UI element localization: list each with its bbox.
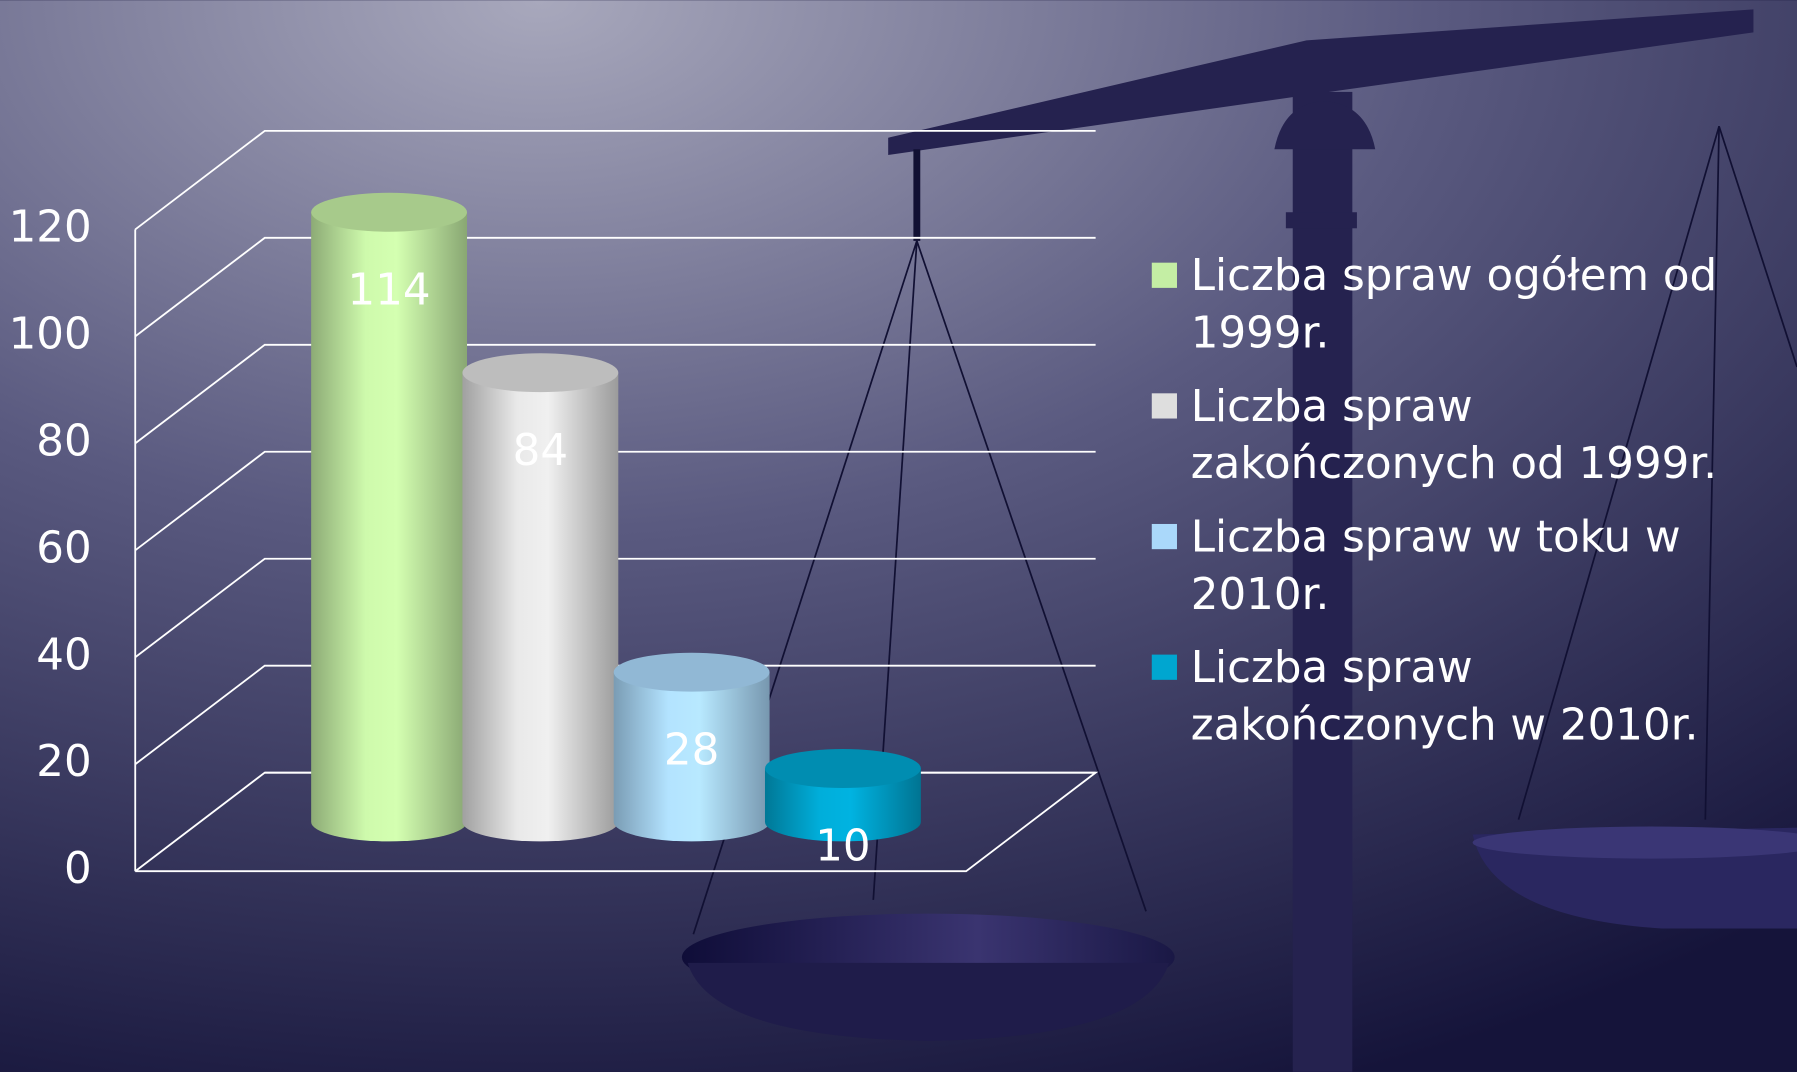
y-tick-label: 100 [9,309,92,359]
legend-label: Liczba spraw zakończonych w 2010r. [1191,639,1766,754]
legend-item: Liczba spraw w toku w 2010r. [1147,508,1766,623]
chart: 0 20 40 60 80 100 120 114 84 28 10 Liczba spraw og… [0,0,1797,1072]
legend: Liczba spraw ogółem od 1999r. Liczba spra… [1147,247,1766,786]
data-label: 114 [348,265,431,315]
legend-item: Liczba spraw zakończonych od 1999r. [1147,377,1766,492]
legend-box: Liczba spraw ogółem od 1999r. Liczba spra… [1147,247,1766,754]
y-tick-label: 120 [9,202,92,252]
bar-top [311,193,467,232]
legend-swatch [1152,524,1177,549]
data-label: 10 [815,822,870,872]
data-label: 28 [664,725,719,775]
legend-label: Liczba spraw w toku w 2010r. [1191,508,1766,623]
legend-label: Liczba spraw ogółem od 1999r. [1191,247,1766,362]
bar-top [614,653,770,692]
y-tick-label: 80 [36,416,91,466]
legend-swatch [1152,393,1177,418]
legend-swatch [1152,263,1177,288]
bar-top [462,353,618,392]
y-tick-label: 20 [36,737,91,787]
page: 0 20 40 60 80 100 120 114 84 28 10 Liczba spraw og… [0,0,1797,1072]
legend-label: Liczba spraw zakończonych od 1999r. [1191,377,1766,492]
y-tick-label: 40 [36,630,91,680]
bar-top [765,749,921,788]
y-tick-label: 0 [64,844,92,894]
y-tick-label: 60 [36,523,91,573]
legend-item: Liczba spraw zakończonych w 2010r. [1147,639,1766,754]
legend-swatch [1152,655,1177,680]
data-label: 84 [513,426,568,476]
legend-item: Liczba spraw ogółem od 1999r. [1147,247,1766,362]
